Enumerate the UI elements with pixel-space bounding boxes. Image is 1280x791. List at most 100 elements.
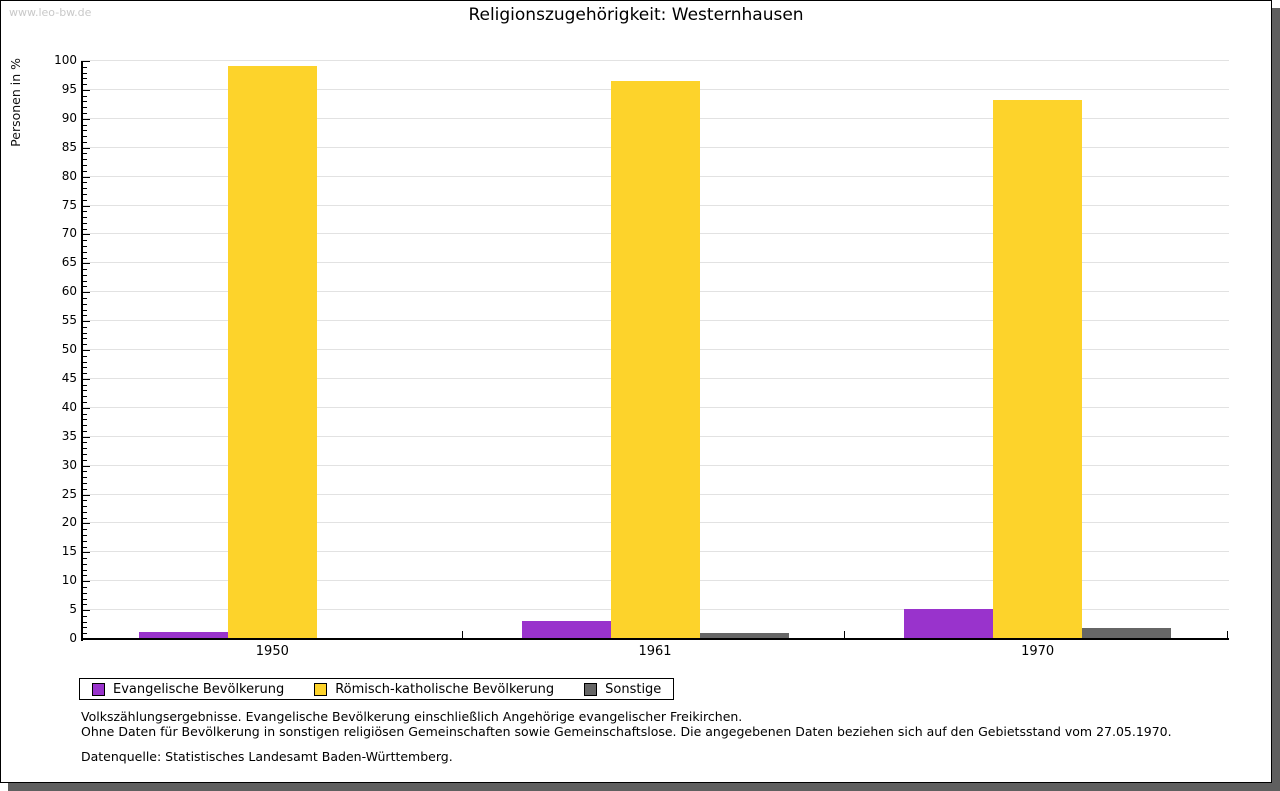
y-axis-tick bbox=[83, 465, 90, 467]
y-axis-tick bbox=[83, 321, 90, 323]
y-tick-label: 95 bbox=[61, 81, 77, 96]
x-axis-tick bbox=[1227, 631, 1228, 638]
y-axis-tick bbox=[83, 338, 87, 340]
y-axis-tick bbox=[83, 257, 87, 259]
y-axis-tick bbox=[83, 627, 87, 629]
y-axis-tick bbox=[83, 610, 90, 612]
page-title: Religionszugehörigkeit: Westernhausen bbox=[468, 5, 804, 25]
y-axis-tick bbox=[83, 240, 87, 242]
y-axis-tick bbox=[83, 569, 87, 571]
y-axis-tick bbox=[83, 534, 87, 536]
y-tick-label: 45 bbox=[61, 370, 77, 385]
y-tick-label: 20 bbox=[61, 515, 77, 530]
legend-swatch bbox=[92, 682, 105, 696]
bar-1950-series-1 bbox=[228, 66, 317, 638]
y-axis-tick bbox=[83, 552, 90, 554]
y-axis-tick bbox=[83, 384, 87, 386]
y-axis-line bbox=[81, 61, 83, 641]
y-tick-label: 75 bbox=[61, 197, 77, 212]
legend-label: Sonstige bbox=[605, 681, 662, 697]
y-tick-label: 50 bbox=[61, 342, 77, 356]
y-axis-tick bbox=[83, 592, 87, 594]
data-source: Datenquelle: Statistisches Landesamt Bad… bbox=[81, 749, 453, 764]
y-axis-tick bbox=[83, 66, 87, 68]
y-axis-tick bbox=[83, 113, 87, 115]
legend: Evangelische Bevölkerung Römisch-katholis… bbox=[79, 678, 675, 700]
x-category-label: 1950 bbox=[255, 644, 289, 659]
legend-item: Römisch-katholische Bevölkerung bbox=[314, 682, 554, 697]
y-tick-label: 80 bbox=[61, 168, 77, 183]
y-axis-tick bbox=[83, 361, 87, 363]
legend-swatch bbox=[314, 682, 328, 696]
y-axis-tick bbox=[83, 419, 87, 421]
y-axis-tick bbox=[83, 523, 90, 525]
y-axis-tick bbox=[83, 101, 87, 103]
watermark: www.leo-bw.de bbox=[9, 6, 92, 19]
y-axis-tick bbox=[83, 413, 87, 415]
y-axis-tick bbox=[83, 367, 87, 369]
y-axis-tick bbox=[83, 633, 87, 635]
bar-1961-series-0 bbox=[522, 621, 611, 638]
y-axis-tick bbox=[83, 245, 87, 247]
y-axis-tick bbox=[83, 430, 87, 432]
gridline bbox=[81, 60, 1229, 61]
legend-item: Evangelische Bevölkerung bbox=[92, 682, 284, 697]
y-tick-label: 0 bbox=[69, 631, 77, 645]
y-tick-label: 15 bbox=[61, 544, 77, 559]
y-axis-tick bbox=[83, 205, 90, 207]
y-axis-tick bbox=[83, 350, 90, 351]
bar-1970-series-0 bbox=[904, 609, 993, 638]
bar-1970-series-1 bbox=[993, 100, 1082, 638]
y-axis-tick bbox=[83, 309, 87, 311]
y-axis-tick bbox=[83, 344, 87, 346]
y-axis-tick bbox=[83, 402, 87, 404]
y-axis-tick bbox=[83, 500, 87, 502]
y-axis-tick bbox=[83, 332, 87, 334]
y-axis-tick bbox=[83, 159, 87, 161]
y-axis-tick bbox=[83, 130, 87, 132]
bar-1961-series-1 bbox=[611, 81, 700, 638]
y-axis-tick bbox=[83, 355, 87, 357]
y-axis-tick bbox=[83, 604, 87, 606]
y-axis-tick bbox=[83, 269, 87, 271]
footnote-line: Volkszählungsergebnisse. Evangelische Be… bbox=[81, 709, 743, 724]
legend-item: Sonstige bbox=[584, 682, 661, 697]
y-axis-tick bbox=[83, 488, 87, 490]
y-tick-label: 65 bbox=[61, 255, 77, 270]
x-category-label: 1970 bbox=[1021, 644, 1055, 659]
y-axis-tick bbox=[83, 494, 90, 496]
y-axis-tick bbox=[83, 118, 90, 120]
y-axis-tick bbox=[83, 506, 87, 508]
y-axis-tick bbox=[83, 373, 87, 375]
y-axis-tick bbox=[83, 72, 87, 74]
y-axis-tick bbox=[83, 459, 87, 461]
y-axis-tick bbox=[83, 396, 87, 398]
y-axis-tick bbox=[83, 390, 87, 392]
legend-label: Evangelische Bevölkerung bbox=[113, 681, 285, 697]
y-axis-tick bbox=[83, 558, 87, 560]
footnotes: Volkszählungsergebnisse. Evangelische Be… bbox=[81, 709, 1172, 739]
y-axis-tick bbox=[83, 598, 87, 600]
y-axis-tick bbox=[83, 217, 87, 219]
y-axis-tick bbox=[83, 251, 87, 253]
y-axis-tick bbox=[83, 546, 87, 548]
y-axis-tick bbox=[83, 425, 87, 427]
y-axis-tick bbox=[83, 153, 87, 155]
y-axis-tick bbox=[83, 581, 90, 583]
footnote-line: Ohne Daten für Bevölkerung in sonstigen … bbox=[81, 723, 1172, 739]
y-axis-tick bbox=[83, 274, 87, 276]
y-tick-label: 5 bbox=[69, 602, 77, 617]
y-axis-tick bbox=[83, 511, 87, 513]
y-axis-tick bbox=[83, 211, 87, 213]
y-axis-tick bbox=[83, 378, 90, 380]
y-axis-tick bbox=[83, 615, 87, 617]
y-axis-tick bbox=[83, 448, 87, 450]
x-axis-tick bbox=[844, 631, 846, 638]
y-axis-tick bbox=[83, 89, 90, 91]
bar-1950-series-0 bbox=[139, 632, 228, 638]
y-axis-tick bbox=[83, 326, 87, 328]
y-axis-tick bbox=[83, 176, 90, 178]
y-tick-label: 10 bbox=[61, 573, 77, 588]
